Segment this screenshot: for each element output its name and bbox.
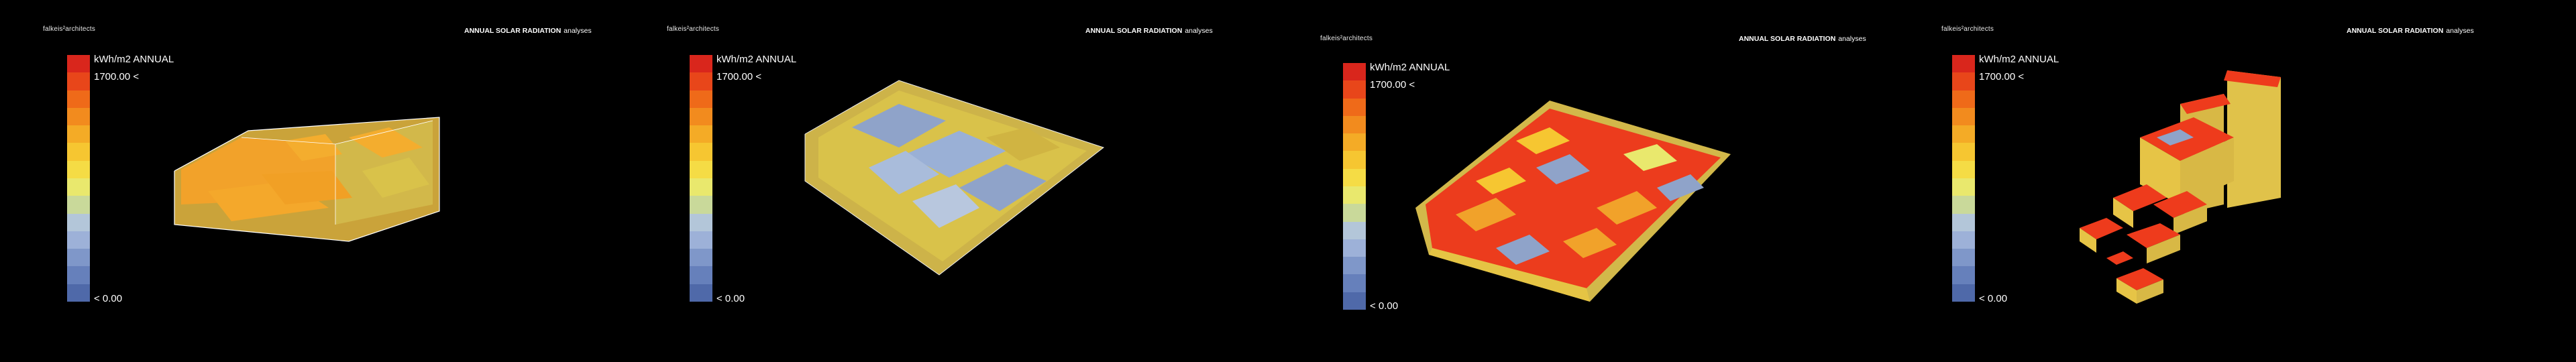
legend-swatch xyxy=(1952,125,1975,143)
analysis-panel-2: falkeis²architects ANNUAL SOLAR RADIATIO… xyxy=(644,0,1288,362)
legend-swatch xyxy=(67,196,90,214)
title-sub: analyses xyxy=(1185,27,1213,35)
title-sub: analyses xyxy=(1838,35,1866,43)
legend-swatch xyxy=(1343,115,1366,134)
color-legend xyxy=(1343,63,1366,310)
legend-swatch xyxy=(690,125,712,143)
legend-swatch xyxy=(1343,98,1366,116)
title-sub: analyses xyxy=(2446,27,2474,35)
legend-swatch xyxy=(67,266,90,284)
legend-swatch xyxy=(1343,168,1366,186)
legend-swatch xyxy=(67,55,90,73)
building-model-render xyxy=(2080,70,2281,304)
brand-label: falkeis²architects xyxy=(1941,25,1994,33)
legend-swatch xyxy=(1952,143,1975,161)
title-sub: analyses xyxy=(564,27,592,35)
title-main: ANNUAL SOLAR RADIATION xyxy=(2347,27,2444,35)
legend-swatch xyxy=(1343,257,1366,275)
legend-swatch xyxy=(1343,221,1366,239)
legend-swatch xyxy=(690,196,712,214)
legend-swatch xyxy=(1343,63,1366,81)
legend-swatch xyxy=(1343,186,1366,204)
title-main: ANNUAL SOLAR RADIATION xyxy=(1085,27,1183,35)
legend-swatch xyxy=(1952,72,1975,90)
brand-label: falkeis²architects xyxy=(43,25,96,33)
legend-swatch xyxy=(67,72,90,90)
legend-unit-label: kWh/m2 ANNUAL xyxy=(1979,54,2059,65)
title-main: ANNUAL SOLAR RADIATION xyxy=(1739,35,1836,43)
legend-swatch xyxy=(690,249,712,267)
legend-swatch xyxy=(690,160,712,178)
legend-swatch xyxy=(690,213,712,231)
color-legend xyxy=(690,55,712,302)
legend-swatch xyxy=(1343,204,1366,222)
panel-title: ANNUAL SOLAR RADIATION analyses xyxy=(464,27,592,35)
panel-title: ANNUAL SOLAR RADIATION analyses xyxy=(1739,35,1866,43)
legend-max-label: 1700.00 < xyxy=(1370,79,1415,90)
legend-max-label: 1700.00 < xyxy=(1979,71,2025,82)
legend-swatch xyxy=(1952,107,1975,126)
analysis-panel-4: falkeis²architects ANNUAL SOLAR RADIATIO… xyxy=(1932,0,2576,362)
building-model-render xyxy=(174,117,440,242)
legend-swatch xyxy=(690,143,712,161)
legend-swatch xyxy=(1952,160,1975,178)
legend-swatch xyxy=(1952,178,1975,196)
legend-min-label: < 0.00 xyxy=(1979,293,2008,304)
legend-swatch xyxy=(1952,90,1975,108)
legend-unit-label: kWh/m2 ANNUAL xyxy=(94,54,174,65)
color-legend xyxy=(67,55,90,302)
legend-swatch xyxy=(1343,151,1366,169)
legend-swatch xyxy=(690,90,712,108)
legend-swatch xyxy=(1952,213,1975,231)
legend-swatch xyxy=(1343,80,1366,99)
legend-swatch xyxy=(690,284,712,302)
legend-swatch xyxy=(1952,284,1975,302)
legend-min-label: < 0.00 xyxy=(716,293,745,304)
tower-block xyxy=(2227,70,2281,208)
legend-swatch xyxy=(67,284,90,302)
legend-swatch xyxy=(1343,274,1366,292)
legend-unit-label: kWh/m2 ANNUAL xyxy=(716,54,797,65)
legend-swatch xyxy=(67,143,90,161)
title-main: ANNUAL SOLAR RADIATION xyxy=(464,27,561,35)
legend-min-label: < 0.00 xyxy=(94,293,123,304)
legend-swatch xyxy=(67,178,90,196)
legend-max-label: 1700.00 < xyxy=(716,71,762,82)
legend-unit-label: kWh/m2 ANNUAL xyxy=(1370,62,1450,73)
legend-swatch xyxy=(67,213,90,231)
brand-label: falkeis²architects xyxy=(667,25,720,33)
legend-swatch xyxy=(67,160,90,178)
color-legend xyxy=(1952,55,1975,302)
legend-swatch xyxy=(1343,292,1366,310)
legend-swatch xyxy=(1952,231,1975,249)
legend-swatch xyxy=(67,125,90,143)
analysis-panel-1: falkeis²architects ANNUAL SOLAR RADIATIO… xyxy=(0,0,644,362)
legend-swatch xyxy=(690,72,712,90)
legend-swatch xyxy=(1343,133,1366,152)
building-model-render xyxy=(1415,101,1731,302)
legend-swatch xyxy=(67,231,90,249)
legend-swatch xyxy=(1952,55,1975,73)
legend-swatch xyxy=(67,90,90,108)
legend-swatch xyxy=(1952,266,1975,284)
panel-title: ANNUAL SOLAR RADIATION analyses xyxy=(2347,27,2474,35)
legend-swatch xyxy=(690,107,712,126)
panel-title: ANNUAL SOLAR RADIATION analyses xyxy=(1085,27,1213,35)
legend-min-label: < 0.00 xyxy=(1370,300,1399,312)
legend-swatch xyxy=(690,266,712,284)
legend-swatch xyxy=(67,107,90,126)
analysis-panel-3: falkeis²architects ANNUAL SOLAR RADIATIO… xyxy=(1288,0,1932,362)
legend-swatch xyxy=(1952,249,1975,267)
brand-label: falkeis²architects xyxy=(1320,35,1373,42)
legend-swatch xyxy=(690,55,712,73)
legend-swatch xyxy=(690,231,712,249)
legend-swatch xyxy=(1952,196,1975,214)
building-model-render xyxy=(804,80,1105,276)
legend-swatch xyxy=(690,178,712,196)
legend-max-label: 1700.00 < xyxy=(94,71,140,82)
legend-swatch xyxy=(67,249,90,267)
legend-swatch xyxy=(1343,239,1366,257)
